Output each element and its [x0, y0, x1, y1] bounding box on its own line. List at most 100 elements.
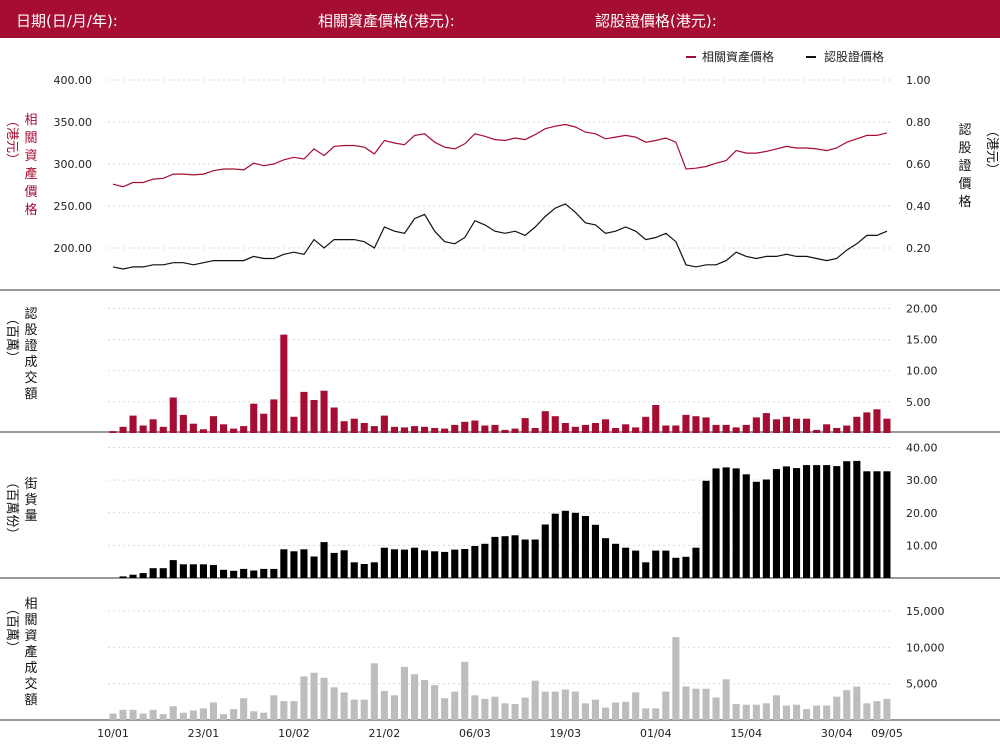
- outstanding-bar: [722, 467, 730, 578]
- warrant-turnover-bar: [350, 418, 358, 433]
- warrant-turnover-bar: [260, 413, 268, 433]
- outstanding-bar: [340, 550, 348, 578]
- outstanding-bar: [491, 536, 499, 578]
- warrant-turnover-bar: [782, 416, 790, 433]
- underlying-turnover-bar: [551, 691, 559, 720]
- warrant-turnover-bar: [209, 416, 217, 433]
- underlying-turnover-bar: [622, 701, 630, 720]
- outstanding-bar: [652, 550, 660, 578]
- warrant-turnover-bar: [461, 421, 469, 433]
- underlying-turnover-bar: [803, 709, 811, 720]
- outstanding-bar: [541, 524, 549, 578]
- outstanding-bar: [380, 547, 388, 578]
- left-axis-label: 資: [24, 149, 37, 164]
- underlying-turnover-bar: [169, 706, 177, 720]
- warrant-turnover-bar: [199, 429, 207, 433]
- outstanding-bar: [682, 556, 690, 578]
- outstanding-bar: [149, 568, 157, 578]
- x-tick-label: 21/02: [369, 727, 401, 740]
- underlying-turnover-bar: [230, 709, 238, 720]
- outstanding-bar: [813, 465, 821, 578]
- warrant-turnover-bar: [290, 416, 298, 433]
- outstanding-bar: [240, 568, 248, 578]
- underlying-turnover-bar: [350, 699, 358, 720]
- outstanding-bar: [843, 461, 851, 578]
- x-tick-label: 30/04: [821, 727, 853, 740]
- header-bar: 日期(日/月/年): 相關資產價格(港元): 認股證價格(港元):: [0, 0, 1000, 38]
- outstanding-axis-label: 街: [24, 477, 37, 492]
- outstanding-bar: [521, 539, 529, 578]
- x-tick-label: 06/03: [459, 727, 491, 740]
- warrant-turnover-bar: [571, 426, 579, 433]
- underlying-turnover-bar: [782, 705, 790, 720]
- underlying-turnover-bar: [662, 691, 670, 720]
- underlying-turnover-bar: [571, 691, 579, 720]
- underlying-turnover-bar: [280, 701, 288, 720]
- warrant-price-line: [112, 203, 888, 270]
- warrant-turnover-bar: [632, 427, 640, 433]
- outstanding-bar: [370, 562, 378, 578]
- warrant-turnover-bar: [400, 427, 408, 433]
- warrant-turnover-bar: [250, 403, 258, 433]
- warrant-turnover-bar: [863, 412, 871, 433]
- underlying-turnover-bar: [712, 697, 720, 720]
- outstanding-bar: [220, 569, 228, 578]
- warrant-turnover-bar: [159, 426, 167, 433]
- warrant-turnover-bar: [843, 425, 851, 433]
- warrant-turnover-bar: [320, 390, 328, 433]
- underlying-price-label: 相關資產價格(港元):: [318, 12, 455, 30]
- legend-underlying: 相關資產價格: [702, 49, 774, 64]
- underlying-turnover-bar: [260, 712, 268, 720]
- underlying-turnover-bar: [411, 674, 419, 720]
- outstanding-bar: [400, 549, 408, 578]
- warrant-turnover-bar: [481, 425, 489, 433]
- underlying-turnover-bar: [742, 704, 750, 720]
- right-tick-label: 20.00: [906, 507, 938, 520]
- left-tick-label: 200.00: [54, 242, 93, 255]
- underlying-turnover-bar: [833, 696, 841, 720]
- warrant-turnover-bar: [169, 397, 177, 433]
- outstanding-bar: [300, 549, 308, 578]
- warrant-turnover-bar: [702, 417, 710, 433]
- outstanding-bar: [290, 551, 298, 578]
- warrant-turnover-bar: [300, 391, 308, 433]
- warrant-turnover-bar: [360, 423, 368, 433]
- underlying-turnover-bar: [421, 680, 429, 720]
- warrant-turnover-bar: [521, 418, 529, 433]
- warrant-turnover-bar: [240, 426, 248, 433]
- warrant-turnover-bar: [179, 414, 187, 433]
- warrant-turnover-bar: [752, 417, 760, 433]
- warrant-turnover-bar: [762, 413, 770, 433]
- underlying-turnover-axis-label: 成: [24, 661, 37, 676]
- underlying-turnover-bar: [431, 685, 439, 720]
- underlying-turnover-axis-label: 資: [24, 629, 37, 644]
- underlying-turnover-bar: [581, 703, 589, 720]
- warrant-turnover-bar: [742, 424, 750, 433]
- outstanding-bar: [390, 549, 398, 578]
- outstanding-bar: [159, 568, 167, 578]
- x-tick-label: 23/01: [188, 727, 220, 740]
- right-axis-label: 格: [958, 194, 971, 210]
- outstanding-bar: [209, 565, 217, 578]
- outstanding-bar: [129, 574, 137, 578]
- x-tick-label: 10/02: [278, 727, 310, 740]
- outstanding-bar: [189, 564, 197, 578]
- underlying-turnover-bar: [400, 666, 408, 720]
- right-tick-label: 0.20: [906, 242, 931, 255]
- underlying-turnover-bar: [491, 696, 499, 720]
- warrant-turnover-bar: [501, 429, 509, 433]
- underlying-turnover-bar: [541, 691, 549, 720]
- outstanding-bar: [632, 550, 640, 578]
- underlying-turnover-bar: [752, 704, 760, 720]
- outstanding-bar: [622, 547, 630, 578]
- outstanding-bar: [793, 468, 801, 578]
- outstanding-bar: [139, 573, 147, 578]
- outstanding-bar: [662, 550, 670, 578]
- outstanding-bar: [441, 551, 449, 578]
- outstanding-bar: [451, 549, 459, 578]
- warrant-turnover-bar: [833, 428, 841, 433]
- right-tick-label: 10,000: [906, 641, 945, 654]
- outstanding-bar: [853, 460, 861, 578]
- x-tick-label: 10/01: [97, 727, 129, 740]
- outstanding-bar: [672, 557, 680, 578]
